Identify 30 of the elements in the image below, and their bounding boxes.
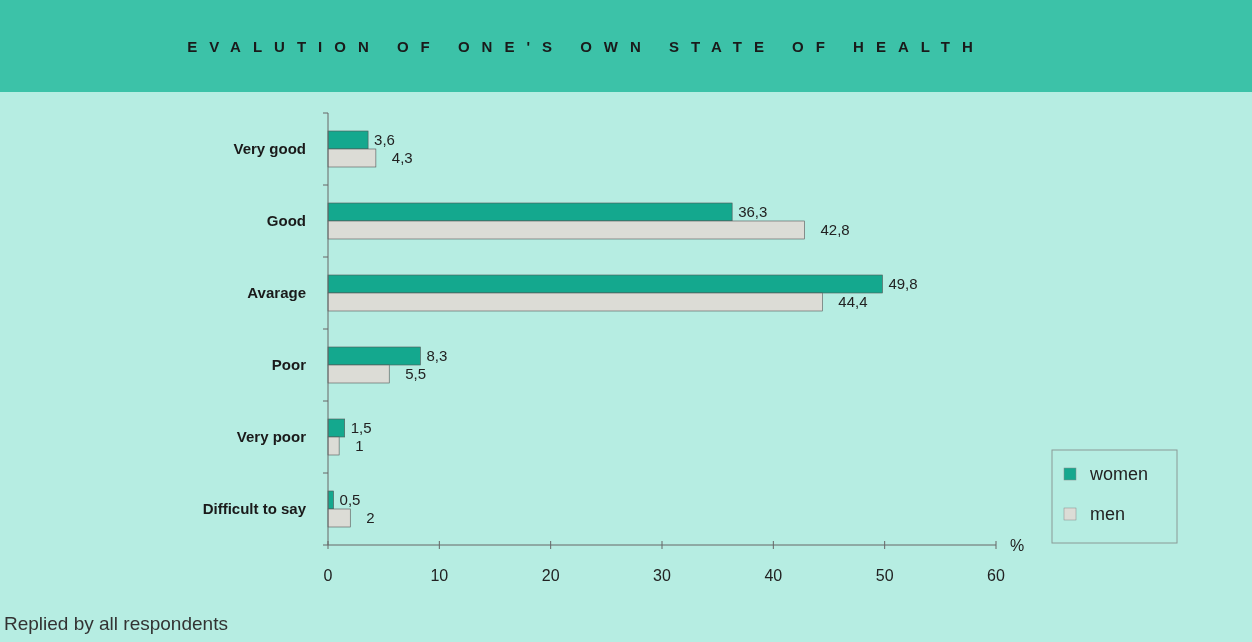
x-tick-label: 40 [764,567,783,584]
x-tick-label: 20 [541,567,560,584]
x-axis-title: % [1010,537,1025,554]
y-tick-label: Very poor [236,428,307,445]
x-tick-label: 30 [653,567,671,584]
y-tick-label: Difficult to say [202,500,307,517]
x-tick-label: 50 [875,567,894,584]
data-label: 0,5 [339,491,361,508]
data-label: 42,8 [820,221,850,238]
y-tick-label: Poor [271,356,307,373]
data-label: 2 [366,509,375,526]
x-tick-label: 0 [323,567,333,584]
chart-title: EVALUTION OF ONE'S OWN STATE OF HEALTH [187,38,985,55]
data-label: 44,4 [838,293,868,310]
legend-label: men [1090,504,1126,524]
data-label: 1 [355,437,364,454]
data-label: 4,3 [391,149,413,166]
y-tick-label: Good [266,212,306,229]
legend-label: women [1089,464,1149,484]
data-label: 36,3 [738,203,768,220]
x-tick-label: 60 [987,567,1005,584]
y-tick-label: Avarage [247,284,306,301]
text: Replied by all respondents [4,613,228,634]
x-tick-label: 10 [430,567,449,584]
data-label: 8,3 [426,347,448,364]
data-label: 3,6 [374,131,395,148]
y-tick-label: Very good [233,140,306,157]
data-label: 5,5 [405,365,427,382]
data-label: 1,5 [350,419,372,436]
data-label: 49,8 [888,275,918,292]
